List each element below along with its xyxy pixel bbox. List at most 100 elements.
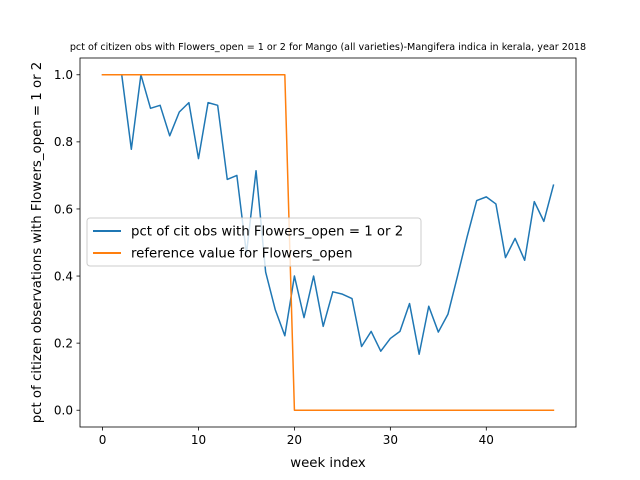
data-point: [226, 178, 229, 181]
data-point: [130, 148, 133, 151]
data-point: [187, 101, 190, 104]
data-point: [466, 235, 469, 238]
data-point: [437, 409, 440, 412]
data-point: [255, 169, 258, 172]
y-axis-label: pct of citizen observations with Flowers…: [30, 62, 45, 424]
data-point: [207, 73, 210, 76]
data-point: [398, 330, 401, 333]
data-point: [350, 297, 353, 300]
data-point: [408, 302, 411, 305]
chart-title: pct of citizen obs with Flowers_open = 1…: [70, 42, 586, 53]
data-point: [475, 409, 478, 412]
x-axis-label: week index: [290, 456, 366, 471]
data-point: [130, 73, 133, 76]
legend: pct of cit obs with Flowers_open = 1 or …: [86, 217, 422, 267]
data-point: [542, 220, 545, 223]
x-tick-label: 0: [99, 433, 107, 447]
data-point: [552, 184, 555, 187]
data-point: [293, 409, 296, 412]
data-point: [408, 409, 411, 412]
data-point: [312, 409, 315, 412]
legend-label-series-2: reference value for Flowers_open: [131, 247, 353, 262]
data-point: [178, 111, 181, 114]
y-tick-label: 0.4: [54, 269, 73, 283]
legend-label-series-1: pct of cit obs with Flowers_open = 1 or …: [131, 225, 403, 240]
data-point: [101, 73, 104, 76]
data-point: [331, 290, 334, 293]
data-point: [542, 409, 545, 412]
data-point: [187, 73, 190, 76]
data-point: [159, 73, 162, 76]
x-tick-label: 30: [383, 433, 398, 447]
data-point: [398, 409, 401, 412]
data-point: [360, 409, 363, 412]
data-point: [264, 73, 267, 76]
data-point: [456, 409, 459, 412]
data-point: [293, 275, 296, 278]
data-point: [466, 409, 469, 412]
data-point: [322, 409, 325, 412]
data-point: [475, 199, 478, 202]
data-point: [111, 73, 114, 76]
y-tick-label: 1.0: [54, 68, 73, 82]
data-point: [178, 73, 181, 76]
plot-frame: [79, 57, 577, 428]
data-point: [274, 308, 277, 311]
y-axis-ticks: 0.0 0.2 0.4 0.6 0.8 1.0: [54, 68, 80, 418]
y-tick-label: 0.2: [54, 336, 73, 350]
data-point: [523, 259, 526, 262]
data-point: [370, 409, 373, 412]
data-point: [446, 313, 449, 316]
data-point: [283, 334, 286, 337]
x-axis-ticks: 0 10 20 30 40: [99, 427, 494, 447]
plot-area: 0 10 20 30 40 0.0 0.2 0.4 0.6 0.8 1.0: [54, 57, 577, 447]
data-point: [389, 337, 392, 340]
data-point: [312, 275, 315, 278]
legend-box: [86, 217, 422, 267]
data-point: [322, 325, 325, 328]
data-point: [331, 409, 334, 412]
data-point: [485, 409, 488, 412]
data-point: [427, 305, 430, 308]
data-point: [255, 73, 258, 76]
data-point: [379, 409, 382, 412]
data-point: [139, 73, 142, 76]
series-line-1: [101, 74, 555, 355]
y-tick-label: 0.6: [54, 202, 73, 216]
data-point: [350, 409, 353, 412]
data-point: [120, 73, 123, 76]
data-point: [207, 101, 210, 104]
data-point: [552, 409, 555, 412]
data-point: [235, 73, 238, 76]
data-point: [504, 409, 507, 412]
data-point: [159, 104, 162, 107]
data-point: [360, 345, 363, 348]
data-point: [197, 157, 200, 160]
data-point: [437, 331, 440, 334]
series-line-2: [101, 74, 555, 411]
data-point: [418, 409, 421, 412]
y-tick-label: 0.0: [54, 404, 73, 418]
data-point: [149, 73, 152, 76]
data-point: [494, 409, 497, 412]
data-point: [456, 275, 459, 278]
data-point: [341, 409, 344, 412]
data-point: [264, 271, 267, 274]
data-point: [514, 237, 517, 240]
data-point: [235, 174, 238, 177]
data-point: [149, 107, 152, 110]
data-point: [504, 256, 507, 259]
series-layer: [101, 73, 555, 412]
data-point: [370, 330, 373, 333]
data-point: [303, 316, 306, 319]
data-point: [379, 350, 382, 353]
x-tick-label: 20: [287, 433, 302, 447]
data-point: [245, 73, 248, 76]
data-point: [226, 73, 229, 76]
data-point: [494, 202, 497, 205]
data-point: [216, 104, 219, 107]
x-tick-label: 40: [479, 433, 494, 447]
data-point: [389, 409, 392, 412]
data-point: [418, 353, 421, 356]
